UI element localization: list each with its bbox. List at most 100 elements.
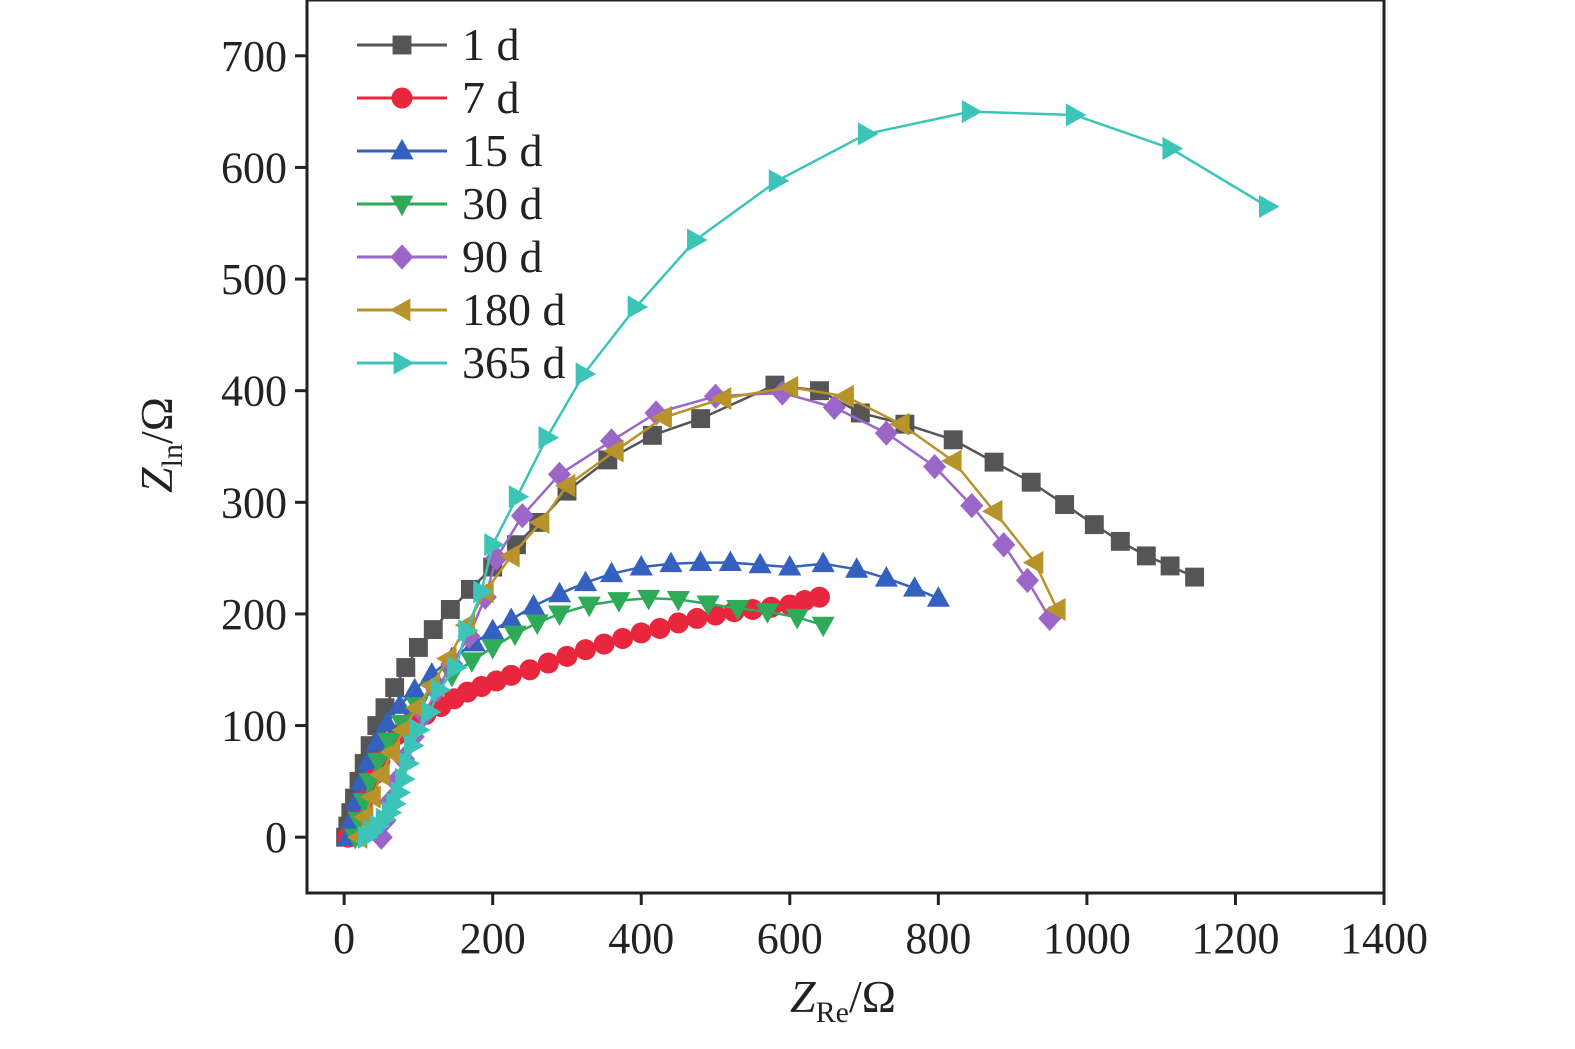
data-point — [379, 740, 401, 764]
data-point — [473, 580, 494, 604]
data-point — [903, 576, 927, 597]
legend-marker — [392, 35, 412, 55]
data-point — [575, 362, 597, 386]
data-point — [554, 474, 576, 498]
data-point — [421, 700, 442, 724]
legend-marker — [390, 244, 414, 270]
legend-item: 1 d — [357, 19, 520, 70]
data-point — [556, 645, 578, 667]
data-point — [388, 693, 412, 714]
data-point — [593, 633, 615, 655]
data-point — [923, 453, 947, 480]
data-point — [500, 664, 522, 686]
data-point — [575, 639, 597, 661]
x-tick-label: 0 — [333, 914, 355, 963]
data-point — [822, 394, 846, 421]
data-point — [519, 659, 541, 681]
data-point — [396, 658, 416, 677]
y-tick-label: 200 — [221, 590, 287, 639]
data-point — [1022, 551, 1044, 575]
data-point — [718, 550, 742, 571]
x-tick-label: 200 — [460, 914, 526, 963]
data-point — [484, 533, 505, 557]
data-point — [1162, 136, 1183, 161]
data-point — [1258, 194, 1280, 219]
data-point — [366, 752, 390, 774]
data-point — [360, 785, 381, 809]
legend-label: 1 d — [462, 19, 520, 70]
data-point — [649, 617, 671, 639]
data-point — [430, 678, 452, 702]
legend-marker — [390, 138, 414, 160]
data-point — [778, 554, 802, 576]
data-point — [777, 375, 799, 399]
data-point — [1045, 597, 1066, 622]
data-point — [926, 586, 950, 607]
plot-frame — [305, 0, 1386, 895]
data-point — [499, 607, 523, 628]
data-point — [809, 586, 831, 608]
data-point — [630, 622, 652, 644]
data-point — [538, 426, 559, 450]
data-point — [440, 600, 460, 619]
data-point — [423, 620, 443, 640]
axis-ticks: 0 200 400 600 800 1000 1200 1400 0 100 200 300 400 50… — [221, 32, 1428, 963]
y-tick-label: 500 — [221, 255, 287, 304]
data-point — [369, 763, 390, 787]
legend-item: 15 d — [357, 125, 543, 176]
y-tick-label: 600 — [221, 143, 287, 192]
x-tick-label: 400 — [608, 914, 674, 963]
data-point — [687, 228, 708, 252]
data-point — [960, 493, 984, 519]
legend-label: 365 d — [462, 337, 566, 388]
data-point — [458, 619, 479, 643]
data-point — [845, 557, 869, 578]
legend-label: 180 d — [462, 284, 566, 335]
data-point — [447, 655, 468, 680]
data-point — [857, 122, 879, 146]
data-point — [607, 592, 631, 613]
data-point — [691, 409, 711, 429]
data-point — [941, 449, 962, 473]
data-point — [992, 532, 1016, 558]
legend-marker — [393, 351, 415, 375]
data-point — [577, 596, 601, 618]
data-point — [785, 608, 809, 630]
data-point — [481, 618, 505, 640]
legend-marker — [391, 87, 413, 109]
data-point — [525, 614, 549, 635]
data-point — [399, 751, 421, 776]
data-point — [755, 603, 780, 624]
y-tick-label: 0 — [265, 813, 287, 862]
data-point — [1055, 495, 1075, 514]
data-point — [1021, 472, 1041, 492]
data-point — [666, 591, 690, 612]
legend-item: 90 d — [357, 231, 543, 282]
data-point — [943, 430, 963, 450]
data-point — [408, 637, 428, 657]
legend-label: 30 d — [462, 178, 543, 229]
data-point — [508, 485, 530, 509]
data-point — [410, 718, 431, 742]
y-tick-label: 400 — [221, 367, 287, 416]
data-point — [547, 581, 572, 603]
series-365d — [358, 100, 1280, 849]
data-point — [833, 384, 854, 408]
data-point — [603, 439, 624, 463]
data-point — [365, 730, 389, 751]
data-point — [874, 566, 898, 587]
data-point — [510, 503, 534, 529]
data-point — [984, 452, 1004, 472]
data-point — [503, 625, 527, 647]
data-point — [651, 405, 672, 430]
data-point — [547, 605, 572, 627]
data-point — [748, 552, 772, 574]
data-point — [1185, 567, 1205, 587]
x-tick-label: 1200 — [1191, 914, 1279, 963]
data-point — [599, 561, 624, 583]
data-point — [385, 678, 405, 698]
legend-label: 90 d — [462, 231, 543, 282]
series-180d — [346, 375, 1066, 849]
legend-label: 7 d — [462, 72, 520, 123]
